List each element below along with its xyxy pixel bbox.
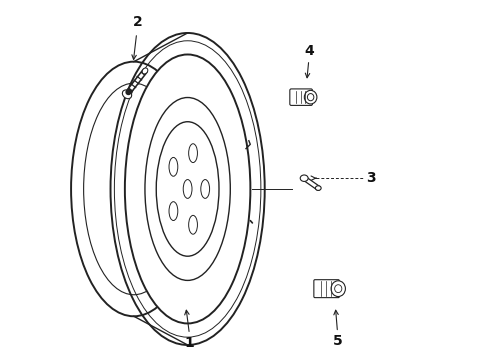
FancyBboxPatch shape: [290, 89, 313, 105]
Ellipse shape: [169, 202, 178, 221]
Ellipse shape: [304, 90, 317, 104]
Ellipse shape: [316, 186, 321, 190]
Ellipse shape: [125, 54, 250, 323]
Ellipse shape: [142, 68, 148, 74]
Text: 5: 5: [333, 334, 343, 348]
Ellipse shape: [307, 94, 314, 101]
Ellipse shape: [169, 157, 178, 176]
Ellipse shape: [189, 215, 197, 234]
Text: 1: 1: [185, 336, 195, 350]
Text: 2: 2: [132, 15, 142, 29]
Ellipse shape: [156, 122, 219, 256]
Ellipse shape: [201, 180, 210, 198]
FancyBboxPatch shape: [314, 280, 339, 298]
Ellipse shape: [331, 281, 345, 297]
Ellipse shape: [300, 175, 308, 181]
Text: 3: 3: [366, 171, 375, 185]
Ellipse shape: [122, 90, 132, 99]
Ellipse shape: [183, 180, 192, 198]
Ellipse shape: [335, 285, 342, 293]
Text: 4: 4: [305, 44, 315, 58]
Ellipse shape: [189, 144, 197, 163]
